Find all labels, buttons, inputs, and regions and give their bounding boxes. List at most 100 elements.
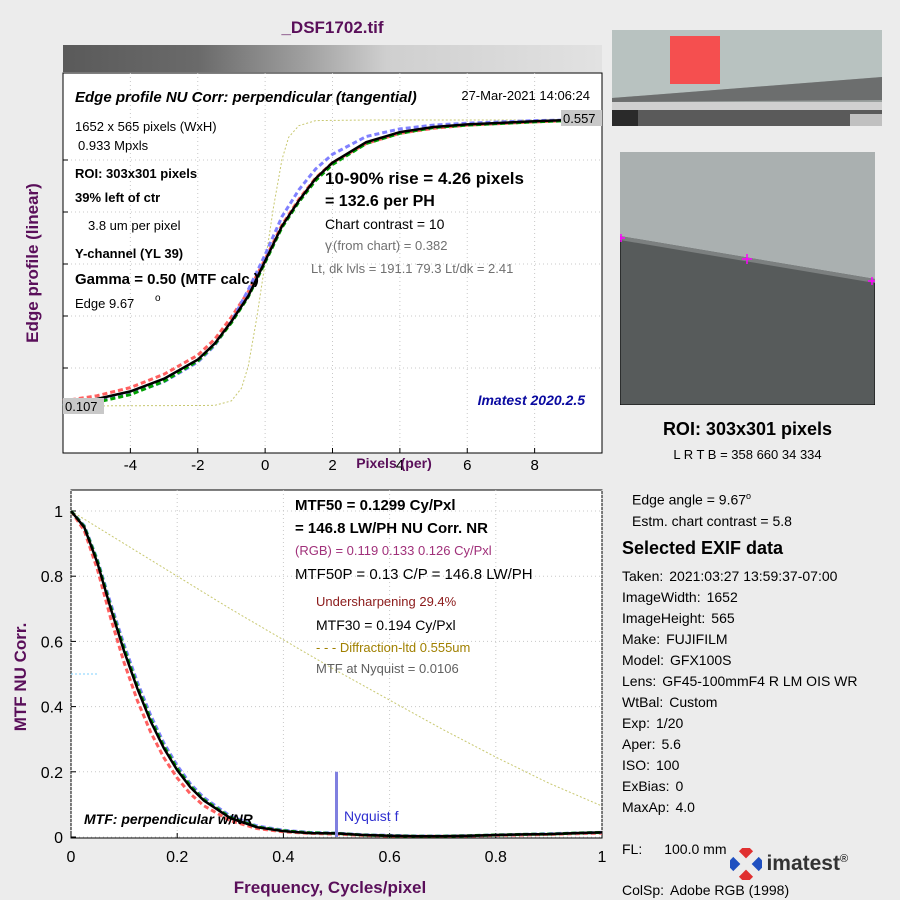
info-pixel-size: 3.8 um per pixel <box>88 218 181 233</box>
mtf50p: MTF50P = 0.13 C/P = 146.8 LW/PH <box>295 566 533 583</box>
mtf-chart: 0 0.2 0.4 0.6 0.8 1 0 0.2 0.4 0.6 0.8 1 MTF NU Corr… <box>11 489 607 897</box>
edge-strip-image <box>63 45 602 72</box>
source-image-thumbnail <box>612 30 882 126</box>
diffraction-limit: - - - Diffraction-ltd 0.555um <box>316 640 470 655</box>
upper-x-tick-label: 8 <box>530 457 538 474</box>
bottom-value-label: 0.107 <box>65 399 98 414</box>
upper-x-tick-label: -2 <box>191 457 204 474</box>
exif-row: MaxAp: 4.0 <box>622 799 695 815</box>
exif-key: ImageHeight: <box>622 610 706 626</box>
estimated-chart-contrast: Estm. chart contrast = 5.8 <box>632 513 792 529</box>
exif-row: Model: GFX100S <box>622 652 732 668</box>
edge-degree-mark: o <box>155 293 161 304</box>
mtf-x-tick-label: 1 <box>598 849 607 866</box>
mtf30: MTF30 = 0.194 Cy/Pxl <box>316 617 456 633</box>
top-value-label: 0.557 <box>563 111 596 126</box>
undersharpening: Undersharpening 29.4% <box>316 594 457 609</box>
mtf-x-tick-label: 0.6 <box>378 849 400 866</box>
exif-value: FUJIFILM <box>666 631 728 647</box>
mtf-plot-label: MTF: perpendicular w/NR <box>84 811 254 827</box>
mtf50-rgb: (RGB) = 0.119 0.133 0.126 Cy/Pxl <box>295 543 492 558</box>
imatest-logo-text: imatest <box>766 852 840 875</box>
mtf-x-tick-label: 0.2 <box>166 849 188 866</box>
info-dimensions: 1652 x 565 pixels (WxH) <box>75 119 217 134</box>
upper-x-tick-label: 4 <box>396 457 404 474</box>
exif-key: Model: <box>622 652 665 668</box>
mtf-x-tick-label: 0.4 <box>272 849 294 866</box>
exif-value: 4.0 <box>675 799 695 815</box>
exif-value: GFX100S <box>670 652 732 668</box>
upper-x-axis-label: Pixels (per) <box>356 455 431 471</box>
exif-value: 0 <box>675 778 684 794</box>
exif-row: Make: FUJIFILM <box>622 631 728 647</box>
mtf-y-tick-label: 0.8 <box>41 569 63 586</box>
light-dark-levels: Lt, dk lvls = 191.1 79.3 Lt/dk = 2.41 <box>311 261 513 276</box>
roi-crop-image <box>620 152 875 405</box>
gamma-from-chart: (from chart) = 0.382 <box>333 238 448 253</box>
exif-row: FL: 100.0 mm <box>622 841 726 857</box>
mtf-x-tick-label: 0.8 <box>485 849 507 866</box>
info-position: 39% left of ctr <box>75 190 160 205</box>
exif-row: Lens: GF45-100mmF4 R LM OIS WR <box>622 673 858 689</box>
rise-per-ph: = 132.6 per PH <box>325 193 435 210</box>
exif-key: FL: <box>622 841 643 857</box>
exif-value: 1652 <box>706 589 738 605</box>
exif-key: MaxAp: <box>622 799 670 815</box>
upper-x-tick-label: -4 <box>124 457 137 474</box>
bottom-value-box <box>63 398 104 414</box>
exif-value: Adobe RGB (1998) <box>670 882 790 898</box>
edge-angle: Edge angle = 9.67o <box>632 491 751 508</box>
file-title: _DSF1702.tif <box>281 18 384 37</box>
mtf-x-tick-label: 0 <box>67 849 76 866</box>
edge-angle-degree: o <box>746 491 752 501</box>
timestamp: 27-Mar-2021 14:06:24 <box>461 88 590 103</box>
gamma-symbol: γ <box>325 237 332 253</box>
exif-key: Aper: <box>622 736 656 752</box>
mtf-y-tick-label: 0.2 <box>41 765 63 782</box>
exif-value: 5.6 <box>661 736 681 752</box>
info-roi: ROI: 303x301 pixels <box>75 166 197 181</box>
edge-profile-series-0 <box>62 118 569 406</box>
exif-row: Aper: 5.6 <box>622 736 681 752</box>
exif-key: Make: <box>622 631 661 647</box>
imatest-logo: imatest® <box>726 844 848 884</box>
mtf-at-nyquist: MTF at Nyquist = 0.0106 <box>316 661 459 676</box>
upper-x-tick-label: 6 <box>463 457 471 474</box>
nyquist-label: Nyquist f <box>344 808 399 824</box>
exif-key: ExBias: <box>622 778 670 794</box>
exif-key: ISO: <box>622 757 651 773</box>
exif-value: 1/20 <box>656 715 684 731</box>
exif-row: ColSp: Adobe RGB (1998) <box>622 882 789 898</box>
exif-row: WtBal: Custom <box>622 694 717 710</box>
exif-title: Selected EXIF data <box>622 538 784 558</box>
imatest-logo-icon <box>726 844 766 884</box>
info-channel: Y-channel (YL 39) <box>75 246 183 261</box>
exif-value: 565 <box>711 610 735 626</box>
upper-y-axis-label: Edge profile (linear) <box>23 183 42 343</box>
rise-distance: 10-90% rise = 4.26 pixels <box>325 169 524 188</box>
info-megapixels: 0.933 Mpxls <box>78 138 149 153</box>
exif-key: ImageWidth: <box>622 589 701 605</box>
chart-contrast: Chart contrast = 10 <box>325 216 445 232</box>
upper-x-tick-label: 2 <box>328 457 336 474</box>
edge-profile-chart: -4 -2 0 2 4 6 8 0.557 0.107 Edge profile (line… <box>23 45 603 474</box>
mtf-x-axis-label: Frequency, Cycles/pixel <box>234 878 426 897</box>
mtf-series-4 <box>70 510 603 807</box>
mtf-y-tick-label: 1 <box>54 504 63 521</box>
mtf-series-0 <box>70 510 603 838</box>
upper-x-tick-label: 0 <box>261 457 269 474</box>
roi-highlight <box>670 36 720 84</box>
roi-bounds: L R T B = 358 660 34 334 <box>673 447 822 462</box>
exif-key: WtBal: <box>622 694 664 710</box>
exif-value: 100 <box>656 757 680 773</box>
exif-row: Taken: 2021:03:27 13:59:37-07:00 <box>622 568 837 584</box>
mtf-y-tick-label: 0.4 <box>41 700 63 717</box>
exif-row: ImageHeight: 565 <box>622 610 735 626</box>
info-edge: Edge 9.67 <box>75 296 134 311</box>
version-label: Imatest 2020.2.5 <box>478 392 586 408</box>
mtf-y-tick-label: 0.6 <box>41 634 63 651</box>
edge-angle-text: Edge angle = 9.67 <box>632 491 747 508</box>
exif-row: Exp: 1/20 <box>622 715 683 731</box>
exif-key: Taken: <box>622 568 664 584</box>
exif-value: 2021:03:27 13:59:37-07:00 <box>669 568 838 584</box>
